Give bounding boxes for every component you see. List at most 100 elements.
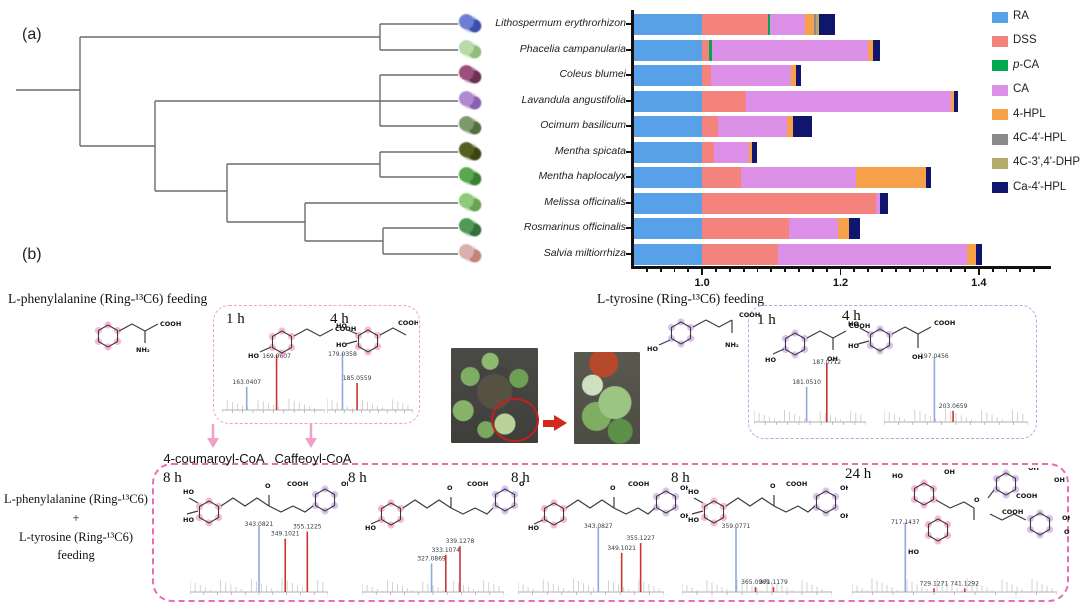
y-axis-tick	[626, 151, 631, 153]
bar-segment-Ca-4'-HPL	[792, 115, 813, 137]
benzene-ring	[271, 330, 293, 354]
x-axis-tick-label: 1.4	[971, 277, 987, 289]
species-label: Lithospermum erythrorhizon	[495, 17, 626, 29]
table-row	[0, 192, 1080, 214]
bar-segment-RA	[633, 39, 703, 61]
structure-group-label: OH	[1054, 476, 1065, 484]
bar-segment-Ca-4'-HPL	[819, 13, 835, 35]
peak-mz-label: 187.0712	[812, 359, 841, 366]
panel-b-label: (b)	[22, 246, 42, 263]
structure-b4: HO HO O COOH OH OH	[688, 480, 848, 527]
legend-label-4C-4'-HPL: 4C-4'-HPL	[1013, 132, 1067, 144]
bar-segment-DSS	[702, 166, 741, 188]
x-axis-minor-tick	[881, 268, 883, 272]
benzene-ring	[995, 472, 1017, 496]
benzene-ring	[380, 502, 402, 526]
legend-swatch-4C-4'-HPL	[992, 133, 1008, 145]
x-axis-minor-tick	[784, 268, 787, 272]
bar-segment-4-HPL	[749, 141, 752, 163]
down-arrow-icon	[305, 424, 317, 448]
y-axis-tick	[626, 49, 631, 51]
phe-feeding-label: L-phenylalanine (Ring-¹³C6) feeding	[8, 291, 208, 306]
structure-group-label: HO	[848, 320, 859, 328]
table-row	[0, 13, 1080, 35]
bar-segment-RA	[633, 90, 703, 112]
legend-label-RA: RA	[1013, 10, 1029, 22]
structure-group-label: HO	[336, 322, 347, 330]
table-row	[0, 243, 1080, 265]
peak-mz-label: 355.1227	[626, 535, 655, 542]
bar-segment-CA	[769, 13, 805, 35]
structure-group-label: HO	[336, 341, 347, 349]
structure-group-label: NH₂	[136, 346, 150, 354]
bar-segment-CA	[875, 192, 880, 214]
structure-group-label: OH	[519, 480, 525, 488]
species-label: Melissa officinalis	[544, 196, 626, 208]
bar-segment-Ca-4'-HPL	[879, 192, 888, 214]
structure-group-label: HO	[688, 516, 699, 524]
mentha-haplocalyx-leaf-icon	[455, 165, 485, 189]
x-axis-minor-tick	[853, 268, 856, 272]
time-label: 8 h	[671, 470, 690, 486]
table-row	[0, 141, 1080, 163]
benzene-ring	[927, 518, 949, 542]
time-label: 4 h	[842, 308, 861, 324]
x-axis-minor-tick	[867, 268, 870, 272]
x-axis-major-tick	[977, 268, 980, 275]
structure-group-label: OH	[840, 512, 848, 520]
structure-group-label: COOH	[1016, 492, 1037, 500]
phe-feeding-box	[213, 305, 420, 424]
structure-b3: HO O COOH OH OH	[528, 480, 688, 532]
structure-group-label: COOH	[160, 320, 181, 328]
combined-feeding-line: L-phenylalanine (Ring-¹³C6)	[4, 492, 148, 506]
structure-group-label: OH	[1028, 468, 1039, 472]
peak-mz-label: 729.1271	[920, 580, 949, 587]
benzene-ring	[1029, 512, 1051, 536]
bar-segment-4C-4'-HPL	[814, 13, 817, 35]
structure-group-label: HO	[908, 548, 919, 556]
structure-group-label: COOH	[628, 480, 649, 488]
legend-label-p-CA: p-CA	[1013, 58, 1040, 71]
peak-mz-label: 179.0358	[328, 351, 357, 358]
bar-segment-Ca-4'-HPL	[953, 90, 959, 112]
y-axis-tick	[626, 23, 631, 25]
y-axis-tick	[626, 176, 631, 178]
structure-group-label: COOH	[287, 480, 308, 488]
structure-group-label: HO	[183, 516, 194, 524]
x-axis-minor-tick	[770, 268, 773, 272]
bar-segment-RA	[633, 115, 703, 137]
bar-segment-CA	[711, 39, 869, 61]
phacelia-sprig-icon	[455, 38, 485, 62]
y-axis-tick	[626, 253, 631, 255]
legend-swatch-CA	[992, 84, 1008, 96]
bar-segment-4-HPL	[856, 166, 926, 188]
species-label: Mentha haplocalyx	[538, 170, 626, 182]
x-axis-minor-tick	[798, 268, 800, 272]
x-axis-minor-tick	[991, 268, 994, 272]
bar-segment-4-HPL	[786, 115, 793, 137]
x-axis-minor-tick	[715, 268, 717, 272]
mentha-spicata-leaf-icon	[455, 140, 485, 164]
legend-label-Ca-4'-HPL: Ca-4'-HPL	[1013, 180, 1067, 193]
structure-group-label: OH	[840, 484, 848, 492]
structure-group-label: O	[447, 484, 453, 492]
bar-segment-4-HPL	[791, 64, 796, 86]
peak-mz-label: 717.1437	[891, 519, 920, 526]
lithospermum-flower-icon	[455, 12, 485, 36]
structure-group-label: HO	[892, 472, 903, 480]
plant-pot-top-view-photo	[451, 348, 539, 443]
structure-group-label: OH	[1062, 514, 1070, 522]
x-axis-minor-tick	[673, 268, 676, 272]
structure-group-label: HO	[365, 524, 376, 532]
red-circle-annotation	[491, 398, 539, 442]
structure-group-label: NH₂	[725, 341, 739, 349]
structure-b2: HO O COOH OH	[365, 480, 525, 532]
table-row	[0, 217, 1080, 239]
peak-mz-label: 365.0969	[741, 579, 770, 586]
structure-group-label: HO	[688, 488, 699, 496]
mass-spectrum: 181.0510 187.0712	[754, 359, 866, 425]
